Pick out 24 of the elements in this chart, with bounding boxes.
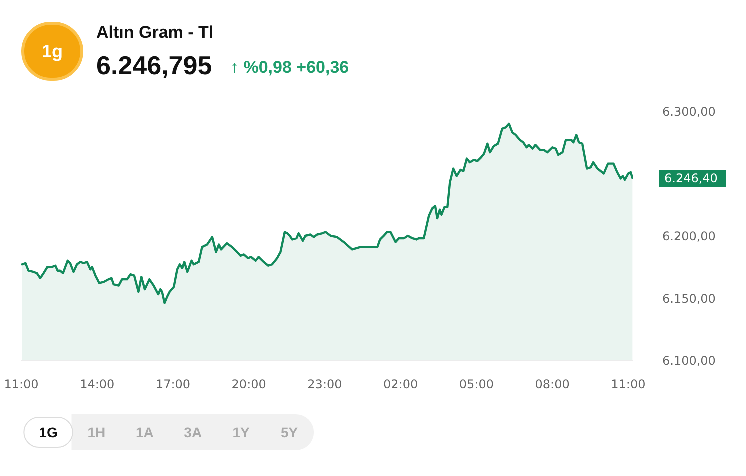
y-tick-label: 6.300,00 (662, 105, 716, 119)
text: ↑ %0,98 +60,36 (230, 58, 350, 77)
y-tick-label: 6.150,00 (662, 292, 716, 306)
text: 5Y (280, 424, 299, 440)
x-tick-label: 08:00 (535, 378, 570, 392)
x-tick-label: 05:00 (459, 378, 494, 392)
text: 1G (39, 424, 58, 440)
text: 1Y (232, 424, 251, 440)
text: 1g (42, 42, 64, 62)
y-tick-label: 6.200,00 (662, 230, 716, 244)
x-tick-label: 14:00 (80, 378, 115, 392)
y-tick-label: 6.100,00 (662, 354, 716, 368)
text: 3A (184, 424, 202, 440)
text: 1H (88, 424, 106, 440)
x-tick-label: 17:00 (156, 378, 191, 392)
x-tick-label: 20:00 (232, 378, 266, 392)
x-tick-label: 23:00 (308, 378, 342, 392)
text: 1A (136, 424, 154, 440)
chart-subtitle: 6.246,795 (96, 50, 212, 80)
x-tick-label: 11:00 (4, 378, 39, 392)
text: 6.246,40 (664, 172, 718, 186)
chart-title: Altın Gram - Tl (96, 23, 214, 42)
x-tick-label: 11:00 (611, 378, 646, 392)
x-tick-label: 02:00 (384, 378, 418, 392)
